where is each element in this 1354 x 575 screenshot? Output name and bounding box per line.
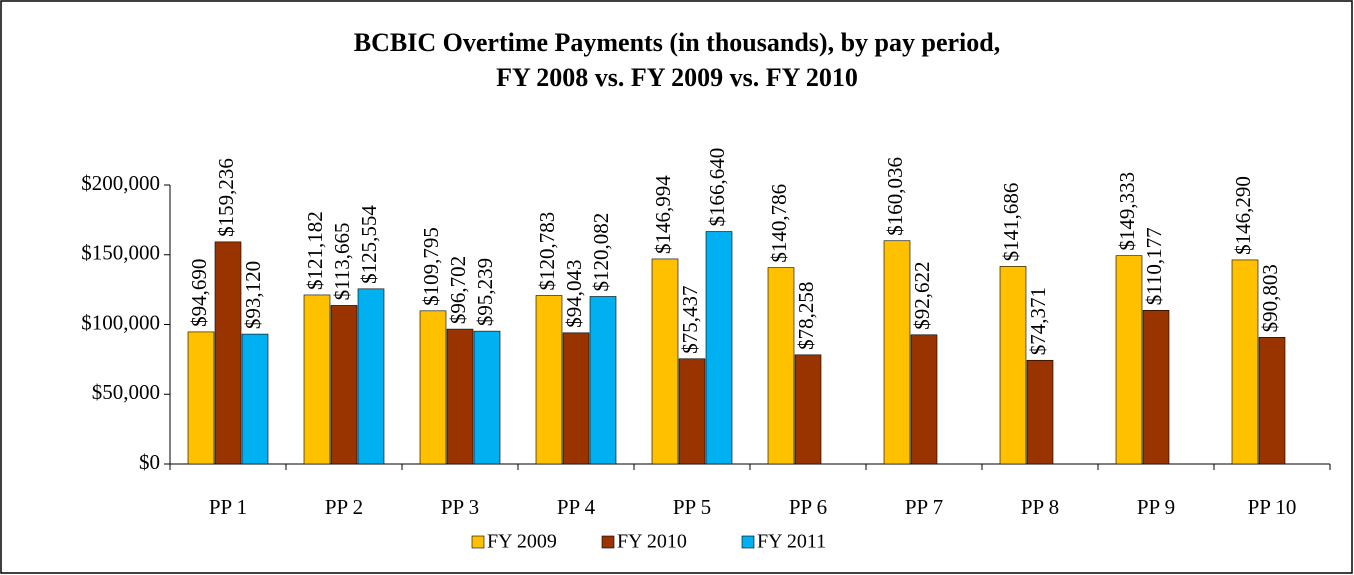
data-label: $92,622	[910, 262, 934, 330]
bar	[999, 266, 1027, 465]
bar	[446, 328, 474, 465]
data-label: $110,177	[1142, 227, 1166, 305]
bar	[214, 241, 242, 465]
x-tick-label: PP 9	[1137, 495, 1175, 519]
bar	[1231, 259, 1259, 465]
data-label: $149,333	[1115, 172, 1139, 251]
data-label: $159,236	[214, 158, 238, 237]
bar	[535, 295, 563, 465]
bar	[678, 358, 706, 465]
data-label: $95,239	[473, 258, 497, 326]
bar	[1142, 310, 1170, 465]
data-label: $74,371	[1026, 287, 1050, 355]
bar	[910, 334, 938, 465]
data-label: $96,702	[446, 256, 470, 324]
y-tick-label: $150,000	[81, 241, 160, 265]
data-label: $90,803	[1258, 264, 1282, 332]
legend-swatch	[601, 535, 615, 549]
bar	[794, 354, 822, 465]
bar	[562, 332, 590, 465]
bar	[357, 288, 385, 465]
data-label: $109,795	[419, 227, 443, 306]
x-tick-label: PP 6	[789, 495, 827, 519]
data-label: $94,043	[562, 260, 586, 328]
bar	[473, 330, 501, 465]
data-label: $146,290	[1231, 176, 1255, 255]
bar	[705, 231, 733, 465]
data-label: $140,786	[767, 184, 791, 263]
y-tick-label: $100,000	[81, 310, 160, 334]
bar	[330, 305, 358, 465]
y-tick-label: $0	[139, 450, 160, 474]
bar	[303, 294, 331, 465]
bar	[1115, 255, 1143, 465]
legend-label: FY 2010	[617, 531, 687, 553]
x-tick-label: PP 10	[1248, 495, 1297, 519]
data-label: $113,665	[330, 222, 354, 300]
data-label: $94,690	[187, 259, 211, 327]
x-tick-label: PP 7	[905, 495, 943, 519]
bar	[883, 240, 911, 465]
x-tick-label: PP 5	[673, 495, 711, 519]
bar	[241, 333, 269, 465]
legend-label: FY 2011	[757, 531, 826, 553]
data-label: $146,994	[651, 175, 675, 254]
bar	[419, 310, 447, 465]
data-label: $121,182	[303, 211, 327, 290]
legend-label: FY 2009	[487, 531, 557, 553]
data-label: $93,120	[241, 261, 265, 329]
data-label: $120,783	[535, 212, 559, 291]
bar	[589, 296, 617, 465]
bar	[1026, 359, 1054, 465]
x-tick-label: PP 8	[1021, 495, 1059, 519]
bar	[651, 258, 679, 465]
data-label: $125,554	[357, 205, 381, 284]
chart-title: FY 2008 vs. FY 2009 vs. FY 2010	[496, 63, 858, 92]
bar	[1258, 337, 1286, 465]
bar	[767, 267, 795, 465]
legend-swatch	[741, 535, 755, 549]
x-tick-label: PP 4	[557, 495, 596, 519]
data-label: $160,036	[883, 157, 907, 236]
x-tick-label: PP 3	[441, 495, 479, 519]
data-label: $75,437	[678, 286, 702, 354]
legend-swatch	[471, 535, 485, 549]
data-label: $78,258	[794, 282, 818, 350]
x-tick-label: PP 2	[325, 495, 363, 519]
x-tick-label: PP 1	[209, 495, 247, 519]
chart-title: BCBIC Overtime Payments (in thousands), …	[354, 28, 1000, 57]
data-label: $166,640	[705, 148, 729, 227]
y-tick-label: $50,000	[92, 380, 160, 404]
data-label: $120,082	[589, 213, 613, 292]
data-label: $141,686	[999, 183, 1023, 262]
bar	[187, 331, 215, 465]
y-tick-label: $200,000	[81, 171, 160, 195]
